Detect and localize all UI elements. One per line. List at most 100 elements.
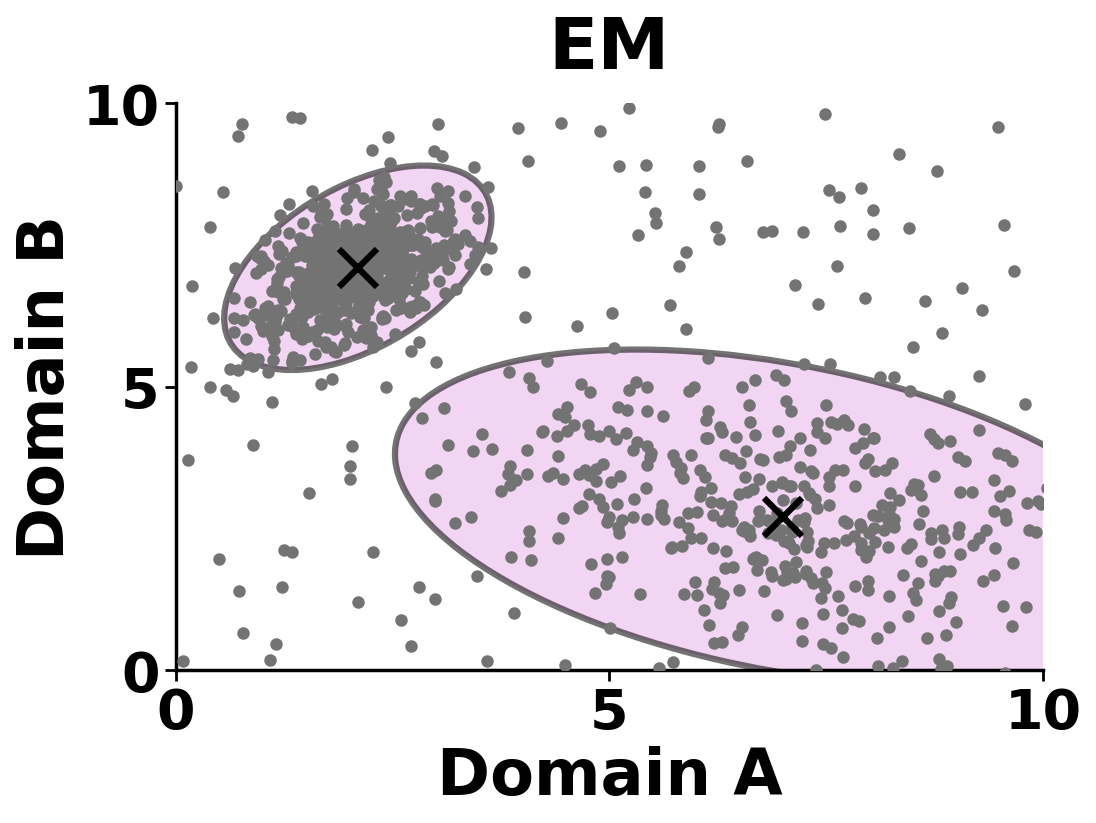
Point <box>264 354 282 367</box>
Point <box>775 535 792 548</box>
Point <box>724 560 742 574</box>
Point <box>249 311 266 324</box>
Point <box>347 280 365 293</box>
Point <box>318 341 335 354</box>
Point <box>391 249 409 262</box>
Point <box>662 542 680 555</box>
Point <box>352 230 369 244</box>
Point <box>336 240 354 253</box>
Point <box>1076 625 1094 638</box>
Point <box>696 471 713 484</box>
Point <box>865 432 882 445</box>
Point <box>520 156 537 169</box>
Point <box>932 662 949 675</box>
Point <box>833 651 850 664</box>
Point <box>342 277 359 291</box>
Point <box>601 570 618 584</box>
Point <box>298 285 316 298</box>
Point <box>338 297 355 310</box>
Point <box>763 226 780 239</box>
Point <box>389 200 407 213</box>
Y-axis label: Domain B: Domain B <box>15 215 77 560</box>
Point <box>586 587 604 600</box>
Point <box>332 286 350 299</box>
Point <box>937 659 955 672</box>
Point <box>617 426 635 439</box>
Point <box>884 521 902 534</box>
Point <box>410 581 427 594</box>
Point <box>252 263 270 276</box>
Point <box>677 245 695 258</box>
Point <box>346 226 364 239</box>
Point <box>341 272 358 286</box>
Point <box>369 263 387 276</box>
Point <box>226 311 243 324</box>
Point <box>416 199 434 212</box>
Point <box>970 370 987 383</box>
Point <box>347 247 365 260</box>
Point <box>786 570 803 584</box>
Point <box>900 221 917 235</box>
Point <box>345 305 363 319</box>
Point <box>356 265 374 278</box>
Point <box>409 233 426 246</box>
Point <box>339 326 356 339</box>
Point <box>379 275 397 288</box>
Point <box>466 249 483 262</box>
Point <box>425 257 443 270</box>
Point <box>167 180 184 193</box>
Point <box>322 277 340 291</box>
Point <box>310 228 328 241</box>
Point <box>312 267 330 280</box>
Point <box>249 353 266 366</box>
Point <box>322 236 340 249</box>
Point <box>305 303 322 316</box>
Point <box>333 294 351 307</box>
Point <box>387 274 404 287</box>
Point <box>991 490 1008 503</box>
Point <box>265 226 283 239</box>
Point <box>672 462 689 475</box>
Point <box>940 390 958 403</box>
Point <box>478 654 495 667</box>
Point <box>869 659 887 672</box>
Point <box>357 301 375 314</box>
Point <box>292 301 309 314</box>
Point <box>312 208 330 221</box>
Point <box>435 239 453 252</box>
Point <box>395 235 412 248</box>
Point <box>845 479 863 492</box>
Point <box>401 305 419 319</box>
Point <box>392 244 410 258</box>
Point <box>791 461 809 474</box>
Point <box>311 267 329 280</box>
Point <box>365 194 383 207</box>
Point <box>860 544 878 557</box>
Point <box>369 238 387 251</box>
Point <box>712 514 730 528</box>
Point <box>392 300 410 313</box>
Point <box>745 429 763 442</box>
Point <box>252 249 270 263</box>
Point <box>331 281 349 294</box>
Point <box>294 282 311 295</box>
Point <box>422 467 439 480</box>
Point <box>272 262 289 275</box>
Point <box>620 102 638 115</box>
Point <box>820 471 837 484</box>
Point <box>367 274 385 287</box>
Point <box>518 467 536 481</box>
Point <box>318 304 335 317</box>
Point <box>997 514 1015 527</box>
Point <box>381 199 399 212</box>
Point <box>278 265 296 278</box>
Point <box>317 288 334 301</box>
Point <box>601 510 618 523</box>
Point <box>318 296 335 309</box>
Point <box>370 232 388 245</box>
Point <box>429 209 446 222</box>
Point <box>727 431 744 444</box>
Point <box>429 212 446 225</box>
Point <box>399 239 416 252</box>
Point <box>744 551 762 565</box>
